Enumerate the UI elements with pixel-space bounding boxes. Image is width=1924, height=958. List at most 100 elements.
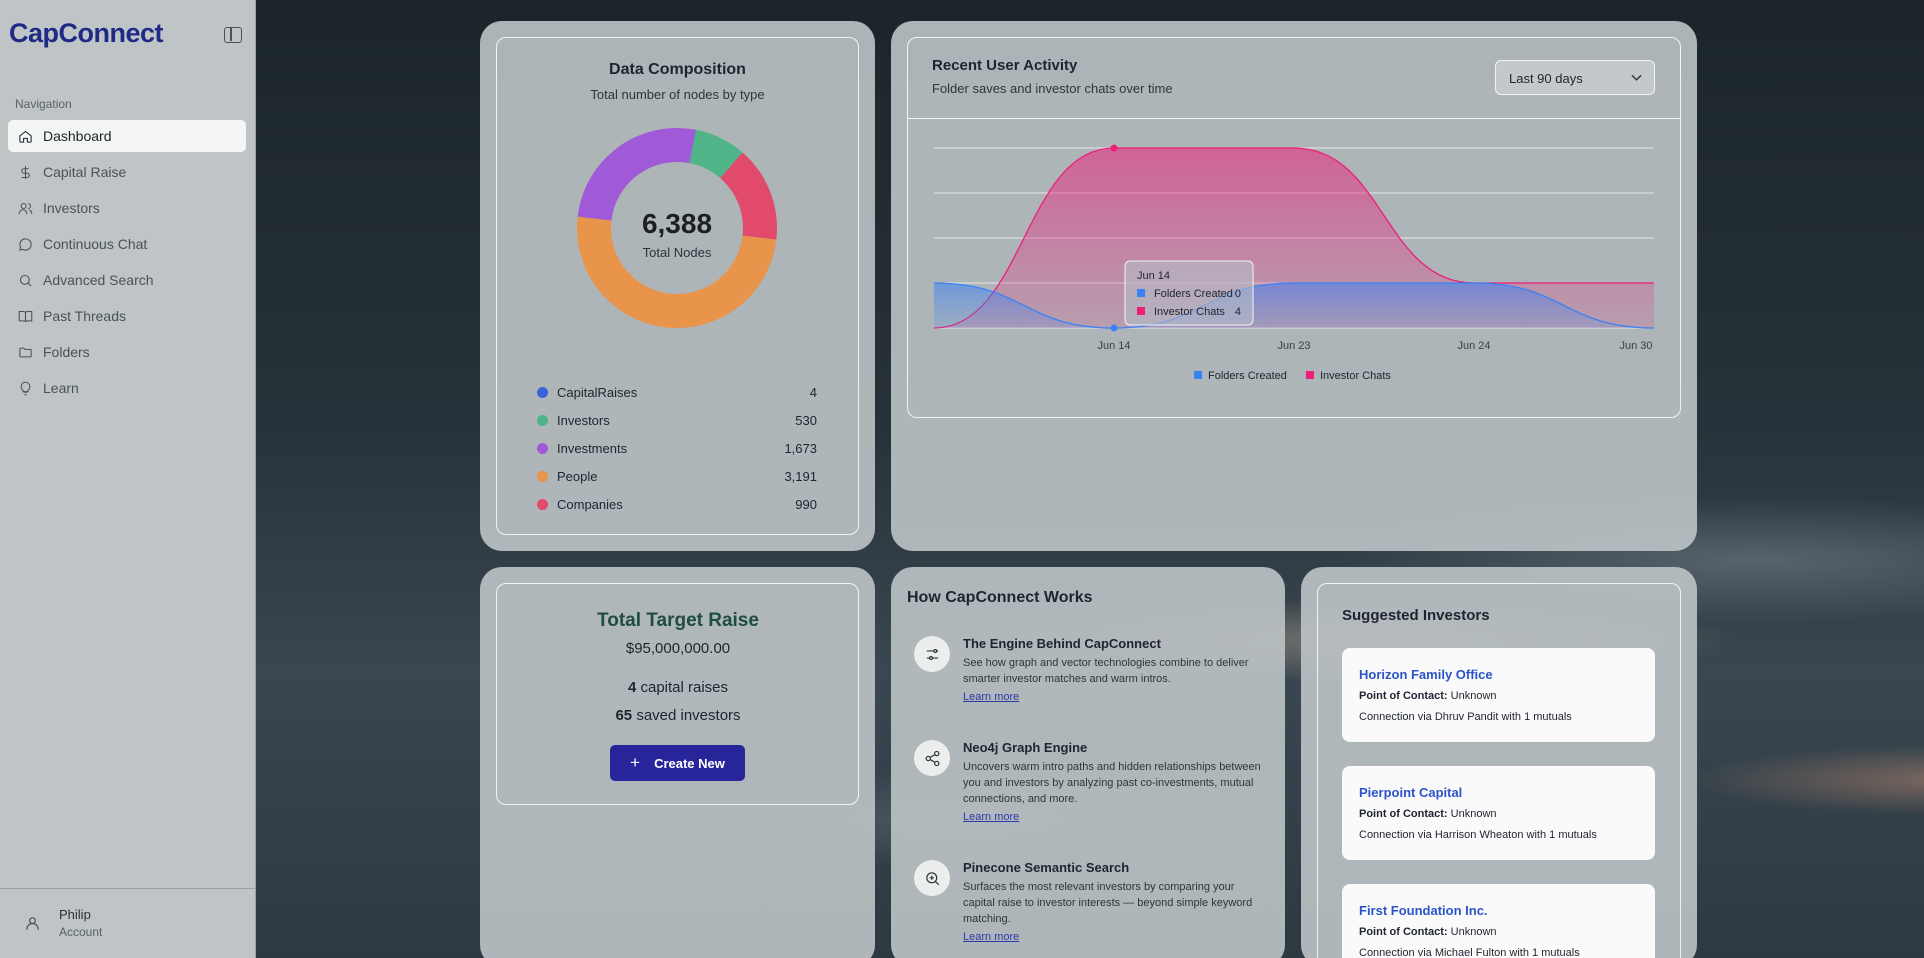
composition-legend: CapitalRaises 4 Investors 530 Investments 1,6…	[537, 378, 817, 518]
sidebar-nav: Dashboard Capital Raise Investors Contin…	[8, 120, 246, 408]
legend-dot	[537, 414, 548, 426]
suggested-investors-title: Suggested Investors	[1342, 607, 1490, 624]
donut-slice-people[interactable]	[577, 216, 777, 328]
legend-item-people: People 3,191	[537, 462, 817, 490]
activity-title: Recent User Activity	[932, 57, 1078, 74]
legend-value: 4	[809, 384, 817, 400]
sidebar-item-label: Folders	[43, 344, 90, 360]
target-raise-amount: $95,000,000.00	[625, 640, 731, 657]
book-icon	[17, 308, 33, 324]
area-folders-created	[934, 283, 1654, 328]
investor-name[interactable]: Horizon Family Office	[1359, 667, 1493, 682]
saved-investors-label: saved investors	[636, 707, 741, 724]
sidebar-item-folders[interactable]: Folders	[8, 336, 246, 368]
tooltip-value: 4	[1235, 306, 1241, 318]
donut-total: 6,388	[641, 208, 713, 239]
capital-raises-label: capital raises	[640, 679, 729, 696]
sidebar-item-past-threads[interactable]: Past Threads	[8, 300, 246, 332]
folder-icon	[17, 344, 33, 360]
sidebar-item-label: Continuous Chat	[43, 236, 148, 252]
nav-heading: Navigation	[15, 97, 72, 111]
activity-subtitle: Folder saves and investor chats over tim…	[932, 81, 1173, 96]
sidebar-item-dashboard[interactable]: Dashboard	[8, 120, 246, 152]
app-logo[interactable]: CapConnect	[9, 18, 164, 48]
sidebar-item-label: Past Threads	[43, 308, 127, 324]
sidebar-toggle-icon[interactable]	[224, 27, 242, 43]
investor-card[interactable]: First Foundation Inc. Point of Contact: …	[1342, 884, 1655, 958]
user-subtitle: Account	[59, 925, 103, 939]
chart-legend-swatch	[1306, 371, 1314, 379]
zoom-search-icon	[914, 860, 950, 896]
donut-slice-companies[interactable]	[720, 152, 777, 240]
suggested-investors-card	[1317, 583, 1681, 958]
activity-chart[interactable]: Jun 14 Jun 23 Jun 24 Jun 30 Folders Created I…	[908, 120, 1680, 420]
chat-icon	[17, 236, 33, 252]
investor-card[interactable]: Horizon Family Office Point of Contact: …	[1342, 648, 1655, 742]
chevron-down-icon	[1631, 74, 1642, 81]
chart-legend-label: Folders Created	[1208, 370, 1287, 382]
sidebar-item-advanced-search[interactable]: Advanced Search	[8, 264, 246, 296]
feature-engine: The Engine Behind CapConnect See how gra…	[914, 636, 1264, 726]
donut-slice-capitalraises[interactable]	[689, 129, 697, 164]
chart-legend-label: Investor Chats	[1320, 370, 1391, 382]
x-tick-label: Jun 24	[1457, 340, 1490, 352]
sidebar-item-learn[interactable]: Learn	[8, 372, 246, 404]
chart-legend-swatch	[1194, 371, 1202, 379]
tooltip-swatch	[1137, 289, 1145, 297]
legend-name: Companies	[557, 496, 623, 512]
feature-title: Neo4j Graph Engine	[963, 740, 1088, 755]
poc-value: Unknown	[1450, 808, 1497, 820]
investor-point-of-contact: Point of Contact: Unknown	[1359, 690, 1497, 702]
legend-item-investments: Investments 1,673	[537, 434, 817, 462]
date-range-value: Last 90 days	[1509, 71, 1583, 86]
tooltip-label: Folders Created	[1154, 288, 1233, 300]
user-icon	[24, 915, 41, 937]
activity-divider	[908, 118, 1680, 119]
composition-panel	[480, 21, 875, 551]
hover-point-folders-created	[1110, 324, 1118, 332]
investor-connection: Connection via Dhruv Pandit with 1 mutua…	[1359, 711, 1572, 723]
sidebar-item-label: Dashboard	[43, 128, 112, 144]
learn-more-link[interactable]: Learn more	[963, 931, 1020, 943]
investor-name[interactable]: Pierpoint Capital	[1359, 785, 1463, 800]
sidebar-item-investors[interactable]: Investors	[8, 192, 246, 224]
sidebar-item-capital-raise[interactable]: Capital Raise	[8, 156, 246, 188]
target-raise-title: Total Target Raise	[597, 610, 759, 631]
investor-card[interactable]: Pierpoint Capital Point of Contact: Unkn…	[1342, 766, 1655, 860]
learn-more-link[interactable]: Learn more	[963, 691, 1020, 703]
hover-point-investor-chats	[1110, 144, 1118, 152]
tooltip-date: Jun 14	[1137, 270, 1170, 282]
search-icon	[17, 272, 33, 288]
tooltip-box	[1124, 260, 1254, 326]
composition-card: Data Composition Total number of nodes b…	[496, 37, 859, 535]
poc-label: Point of Contact:	[1359, 690, 1448, 702]
x-tick-label: Jun 30	[1619, 340, 1652, 352]
legend-value: 1,673	[784, 440, 817, 456]
legend-name: Investments	[557, 440, 628, 456]
feature-title: Pinecone Semantic Search	[963, 860, 1130, 875]
saved-investors-count: 65 saved investors	[497, 707, 859, 724]
dollar-icon	[17, 164, 33, 180]
legend-value: 3,191	[784, 468, 817, 484]
sidebar-item-label: Learn	[43, 380, 79, 396]
legend-dot	[537, 386, 548, 398]
learn-more-link[interactable]: Learn more	[963, 811, 1020, 823]
donut-slice-investors[interactable]	[689, 129, 743, 179]
donut-total-label: Total Nodes	[642, 245, 712, 260]
sidebar-item-label: Capital Raise	[43, 164, 127, 180]
poc-value: Unknown	[1450, 926, 1497, 938]
sidebar-item-continuous-chat[interactable]: Continuous Chat	[8, 228, 246, 260]
share-icon	[914, 740, 950, 776]
how-it-works-title: How CapConnect Works	[907, 589, 1093, 606]
date-range-select[interactable]: Last 90 days	[1495, 60, 1655, 95]
investor-name[interactable]: First Foundation Inc.	[1359, 903, 1488, 918]
create-new-button[interactable]: + Create New	[610, 745, 745, 781]
sidebar-item-label: Advanced Search	[43, 272, 154, 288]
home-icon	[17, 128, 33, 144]
legend-item-companies: Companies 990	[537, 490, 817, 518]
account-menu[interactable]: Philip Account	[0, 888, 256, 958]
composition-title: Data Composition	[609, 61, 746, 78]
donut-slice-investments[interactable]	[577, 128, 696, 221]
activity-card	[907, 37, 1681, 418]
how-it-works-panel	[891, 567, 1285, 958]
